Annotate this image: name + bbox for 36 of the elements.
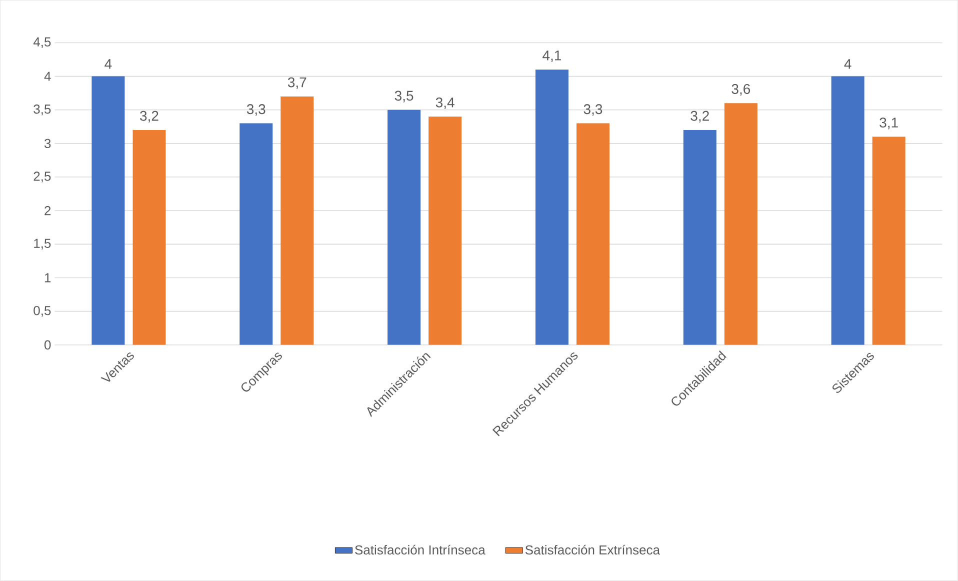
legend-label: Satisfacción Extrínseca: [525, 544, 660, 555]
bar: [240, 123, 273, 346]
y-tick-label: 2,5: [34, 172, 51, 183]
bar: [872, 136, 906, 346]
data-label: 3,3: [246, 104, 266, 116]
bar: [92, 76, 125, 346]
bar: [428, 116, 462, 346]
bar: [132, 130, 166, 346]
data-label: 3,5: [394, 90, 414, 102]
data-label: 4: [104, 59, 112, 69]
y-tick-label: 4,5: [33, 38, 51, 48]
bar: [831, 76, 864, 346]
bar: [683, 130, 716, 346]
y-tick-label: 0,5: [34, 306, 51, 317]
y-tick-label: 2: [44, 206, 51, 216]
data-label: 3,7: [288, 77, 306, 90]
y-tick-label: 1: [44, 273, 51, 282]
bar: [724, 103, 758, 346]
data-label: 3,2: [690, 111, 709, 123]
y-tick-label: 1,5: [34, 239, 51, 250]
y-tick-label: 3,5: [34, 104, 51, 116]
data-label: 3,4: [436, 98, 454, 110]
bar: [535, 70, 568, 346]
data-label: 3,3: [584, 104, 602, 116]
bar: [280, 96, 314, 346]
legend-label: Satisfacción Intrínseca: [355, 544, 486, 555]
data-label: 3,6: [732, 84, 750, 96]
data-label: 4: [844, 59, 852, 69]
y-tick-label: 3: [44, 138, 51, 148]
y-tick-label: 0: [44, 340, 51, 350]
bar: [576, 123, 610, 346]
data-label: 4,1: [542, 50, 562, 62]
data-label: 3,1: [880, 118, 898, 130]
y-tick-label: 4: [44, 72, 51, 81]
bar: [388, 110, 421, 346]
data-label: 3,2: [140, 111, 158, 123]
